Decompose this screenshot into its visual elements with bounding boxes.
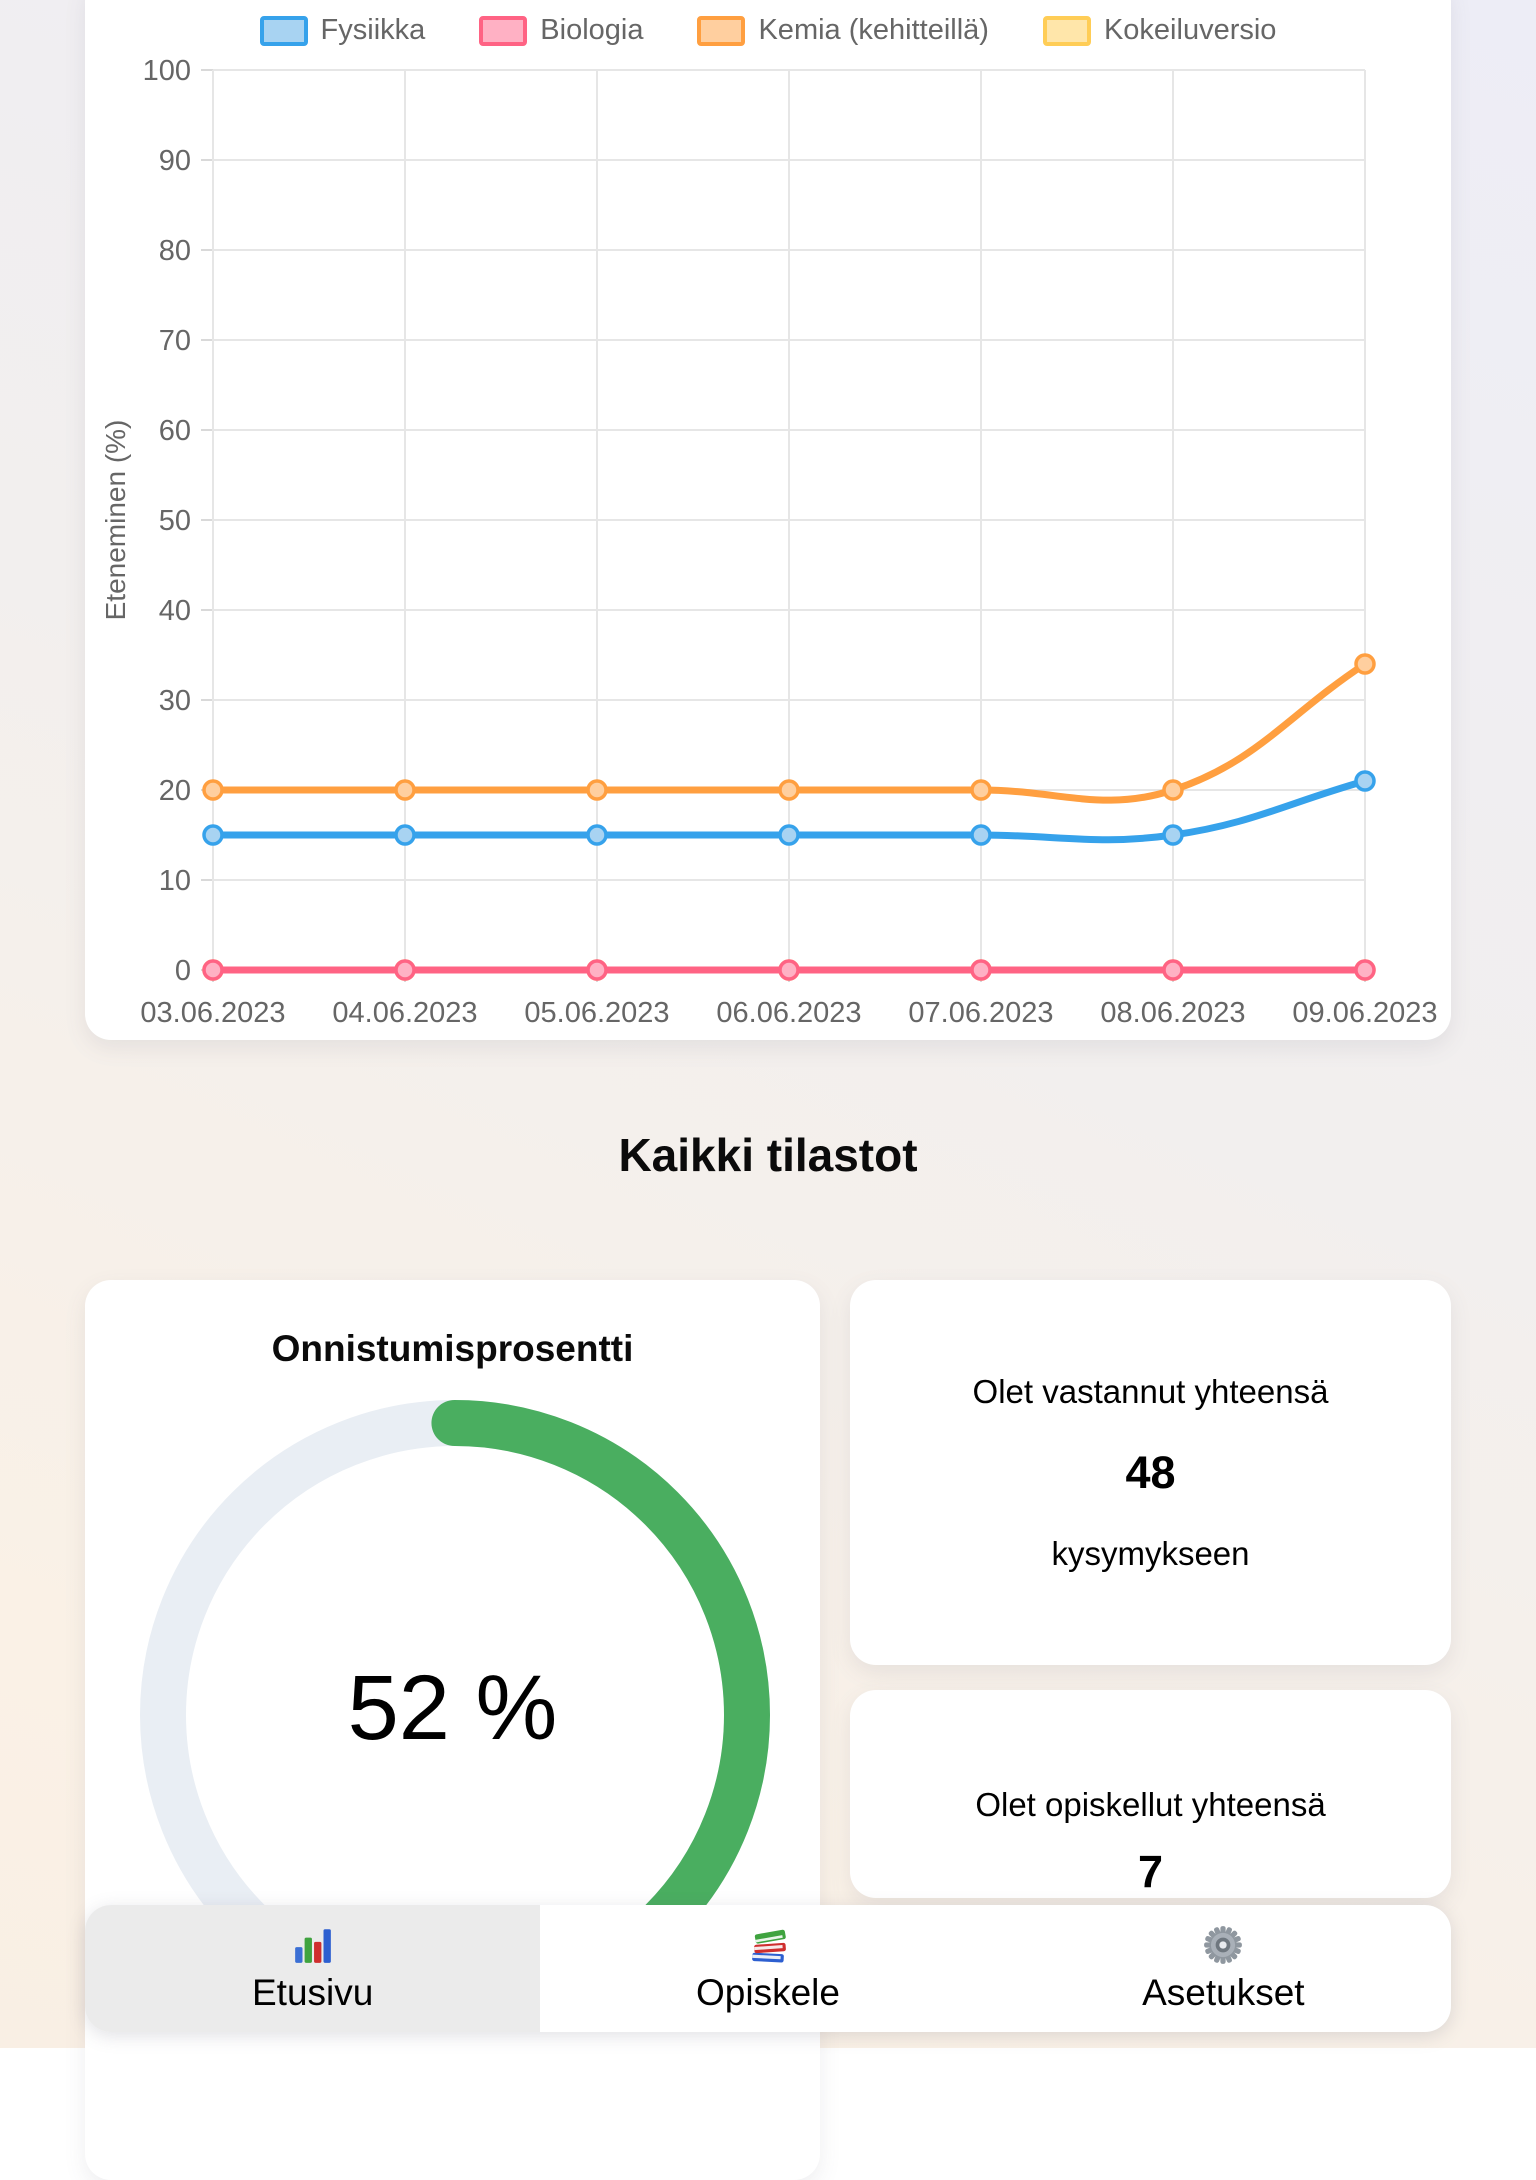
books-icon (752, 1929, 786, 1963)
success-rate-value: 52 % (347, 1657, 558, 1759)
legend-label: Kemia (kehitteillä) (758, 14, 989, 46)
answered-line1: Olet vastannut yhteensä (972, 1372, 1329, 1410)
svg-text:07.06.2023: 07.06.2023 (908, 997, 1053, 1029)
legend-swatch (1042, 15, 1091, 46)
stats-heading: Kaikki tilastot (618, 1129, 918, 1181)
svg-text:04.06.2023: 04.06.2023 (332, 997, 477, 1029)
answered-value: 48 (1125, 1446, 1176, 1498)
svg-text:90: 90 (159, 145, 191, 177)
svg-text:03.06.2023: 03.06.2023 (140, 997, 285, 1029)
progress-chart-card: Fysiikka Biologia Kemia (kehitteillä) Kokei… (85, 0, 1451, 1040)
svg-text:50: 50 (159, 505, 191, 537)
svg-text:70: 70 (159, 325, 191, 357)
studied-line1: Olet opiskellut yhteensä (975, 1786, 1326, 1823)
svg-text:05.06.2023: 05.06.2023 (524, 997, 669, 1029)
progress-line-chart: 0 10 20 30 40 50 60 70 80 90 100 03.06.2023 04.06.20… (100, 55, 1438, 1029)
legend-item[interactable]: Kemia (kehitteillä) (697, 14, 989, 47)
studied-value: 7 (1137, 1846, 1164, 1897)
legend-item[interactable]: Biologia (479, 14, 643, 47)
success-rate-card: Onnistumisprosentti 52 % (85, 1280, 820, 2180)
svg-text:20: 20 (159, 775, 191, 807)
answered-line2: kysymykseen (1051, 1534, 1250, 1572)
svg-text:40: 40 (159, 595, 191, 627)
nav-label-etusivu: Etusivu (251, 1971, 374, 2013)
svg-text:Eteneminen (%): Eteneminen (%) (100, 420, 131, 621)
svg-text:06.06.2023: 06.06.2023 (716, 997, 861, 1029)
nav-item-opiskele[interactable]: Opiskele (540, 1905, 995, 2032)
legend-item[interactable]: Kokeiluversio (1042, 14, 1277, 47)
success-rate-title: Onnistumisprosentti (271, 1328, 634, 1369)
legend-label: Fysiikka (320, 14, 426, 46)
svg-text:08.06.2023: 08.06.2023 (1100, 997, 1245, 1029)
svg-text:0: 0 (175, 955, 191, 987)
studied-total-card: Olet opiskellut yhteensä 7 (850, 1690, 1451, 1898)
legend-swatch (479, 15, 528, 46)
chart-legend: Fysiikka Biologia Kemia (kehitteillä) Kokei… (85, 14, 1451, 47)
gear-icon (1204, 1925, 1243, 1964)
legend-swatch (259, 15, 308, 46)
nav-item-etusivu[interactable]: Etusivu (85, 1905, 541, 2032)
svg-text:09.06.2023: 09.06.2023 (1292, 997, 1437, 1029)
svg-text:30: 30 (159, 685, 191, 717)
bar-chart-icon (294, 1928, 331, 1963)
app-screen: Fysiikka Biologia Kemia (kehitteillä) Kokei… (0, 0, 1536, 2048)
nav-label-opiskele: Opiskele (696, 1971, 840, 2013)
svg-text:100: 100 (143, 55, 191, 87)
svg-text:80: 80 (159, 235, 191, 267)
answered-total-card: Olet vastannut yhteensä 48 kysymykseen (850, 1280, 1451, 1665)
nav-item-asetukset[interactable]: Asetukset (996, 1905, 1451, 2032)
legend-label: Kokeiluversio (1103, 14, 1277, 46)
bottom-nav: Etusivu Opiskele (85, 1905, 1451, 2032)
legend-item[interactable]: Fysiikka (259, 14, 426, 47)
legend-label: Biologia (540, 14, 644, 46)
svg-text:60: 60 (159, 415, 191, 447)
svg-text:10: 10 (159, 865, 191, 897)
nav-label-asetukset: Asetukset (1142, 1971, 1305, 2013)
legend-swatch (697, 15, 746, 46)
